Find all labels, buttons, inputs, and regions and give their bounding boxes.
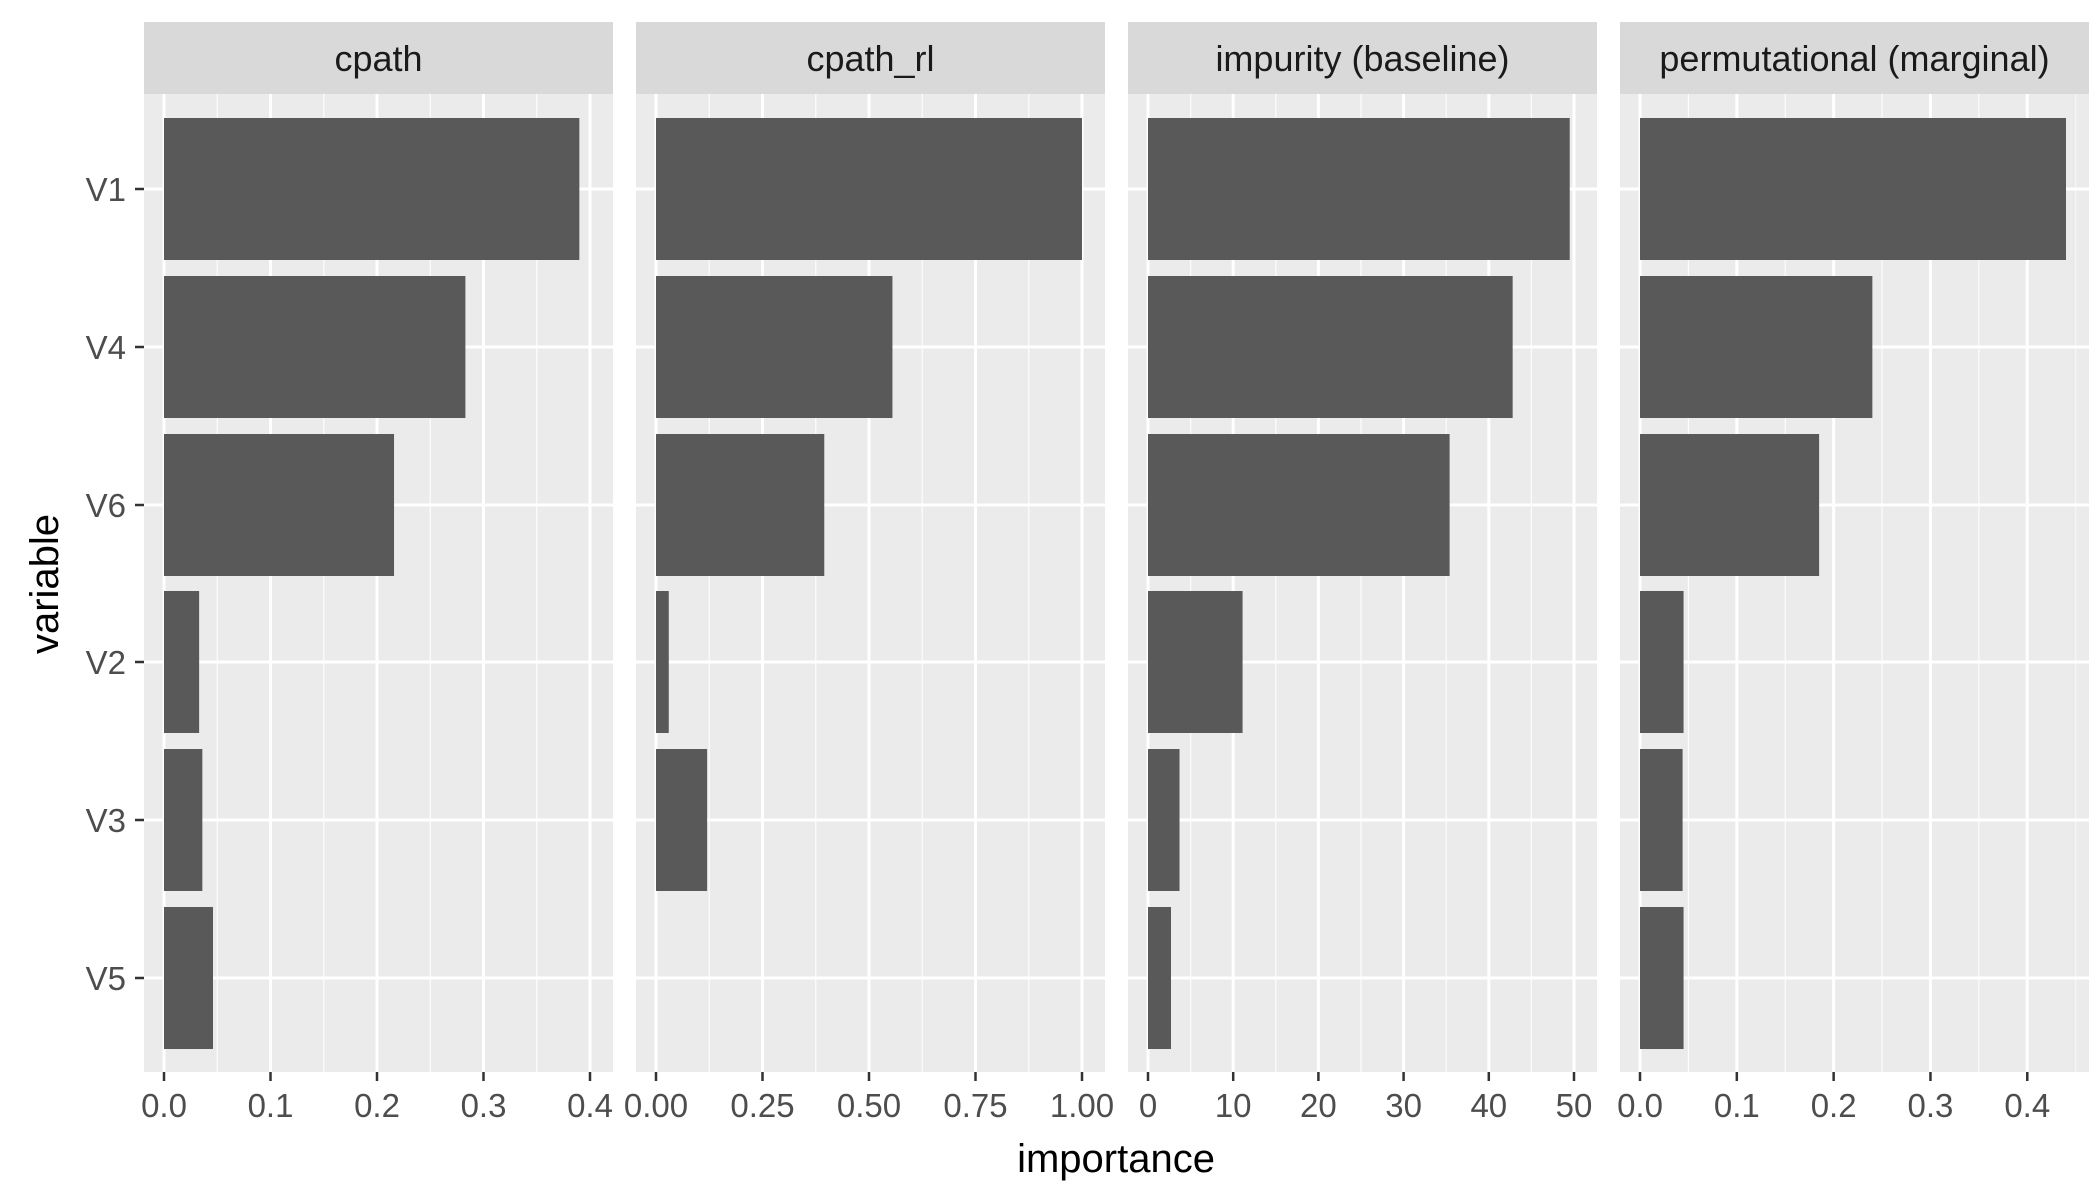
facet-title: cpath_rl bbox=[806, 38, 934, 79]
y-tick-label: V3 bbox=[86, 802, 126, 839]
y-axis: V1 V4 V6 V2 V3 V5 bbox=[86, 171, 144, 997]
bar-v4 bbox=[1640, 276, 1873, 418]
facet-permutational-marginal: permutational (marginal) 0.0 0.1 0.2 0.3 0.4 bbox=[1617, 22, 2089, 1124]
bar-v3 bbox=[164, 749, 203, 891]
bar-v5 bbox=[1640, 907, 1684, 1049]
y-axis-title: variable bbox=[23, 514, 67, 654]
bar-v2 bbox=[1148, 591, 1243, 733]
x-tick-label: 0.1 bbox=[1714, 1087, 1760, 1124]
facet-title: cpath bbox=[334, 38, 422, 79]
facet-cpath: cpath 0.0 0.1 0.2 0.3 0.4 bbox=[141, 22, 613, 1124]
x-tick-label: 0.3 bbox=[1908, 1087, 1954, 1124]
facet-title: impurity (baseline) bbox=[1215, 38, 1509, 79]
bar-v6 bbox=[1148, 434, 1450, 576]
x-tick-label: 20 bbox=[1300, 1087, 1337, 1124]
y-tick-label: V1 bbox=[86, 171, 126, 208]
bar-v6 bbox=[164, 434, 395, 576]
bar-v4 bbox=[1148, 276, 1513, 418]
x-tick-label: 0.0 bbox=[1617, 1087, 1663, 1124]
bar-v3 bbox=[656, 749, 708, 891]
x-tick-label: 0.1 bbox=[248, 1087, 294, 1124]
y-tick-label: V2 bbox=[86, 644, 126, 681]
bar-v6 bbox=[656, 434, 825, 576]
x-tick-label: 0.4 bbox=[567, 1087, 613, 1124]
y-tick-label: V6 bbox=[86, 487, 126, 524]
x-tick-label: 0.25 bbox=[730, 1087, 794, 1124]
bar-v5 bbox=[164, 907, 213, 1049]
x-tick-label: 0.0 bbox=[141, 1087, 187, 1124]
x-tick-label: 0.3 bbox=[461, 1087, 507, 1124]
x-tick-label: 0.00 bbox=[624, 1087, 688, 1124]
facet-strip bbox=[636, 22, 1105, 94]
bar-v1 bbox=[656, 118, 1082, 260]
bar-v2 bbox=[1640, 591, 1684, 733]
x-tick-label: 0.50 bbox=[837, 1087, 901, 1124]
facet-title: permutational (marginal) bbox=[1659, 38, 2049, 79]
y-tick-label: V4 bbox=[86, 329, 126, 366]
x-tick-label: 0.4 bbox=[2004, 1087, 2050, 1124]
bar-v2 bbox=[164, 591, 200, 733]
facet-cpath-rl: cpath_rl 0.00 0.25 0.50 0.75 1.00 bbox=[624, 22, 1114, 1124]
x-axis-title: importance bbox=[1017, 1137, 1215, 1181]
facet-strip bbox=[144, 22, 613, 94]
y-tick-label: V5 bbox=[86, 960, 126, 997]
x-tick-label: 1.00 bbox=[1050, 1087, 1114, 1124]
x-tick-label: 0 bbox=[1139, 1087, 1157, 1124]
bar-v3 bbox=[1148, 749, 1180, 891]
x-tick-label: 0.2 bbox=[354, 1087, 400, 1124]
bar-v6 bbox=[1640, 434, 1820, 576]
bar-v1 bbox=[1148, 118, 1570, 260]
facet-impurity-baseline: impurity (baseline) 0 10 20 30 40 50 bbox=[1128, 22, 1597, 1124]
bar-v5 bbox=[1148, 907, 1172, 1049]
bar-v2 bbox=[656, 591, 669, 733]
bar-v1 bbox=[164, 118, 580, 260]
x-tick-label: 50 bbox=[1556, 1087, 1593, 1124]
bar-v3 bbox=[1640, 749, 1683, 891]
x-tick-label: 30 bbox=[1385, 1087, 1422, 1124]
facet-strip bbox=[1620, 22, 2089, 94]
bar-v1 bbox=[1640, 118, 2066, 260]
x-tick-label: 10 bbox=[1215, 1087, 1252, 1124]
x-tick-label: 40 bbox=[1470, 1087, 1507, 1124]
x-tick-label: 0.75 bbox=[943, 1087, 1007, 1124]
x-tick-label: 0.2 bbox=[1811, 1087, 1857, 1124]
bar-v4 bbox=[656, 276, 893, 418]
bar-v4 bbox=[164, 276, 466, 418]
facet-strip bbox=[1128, 22, 1597, 94]
